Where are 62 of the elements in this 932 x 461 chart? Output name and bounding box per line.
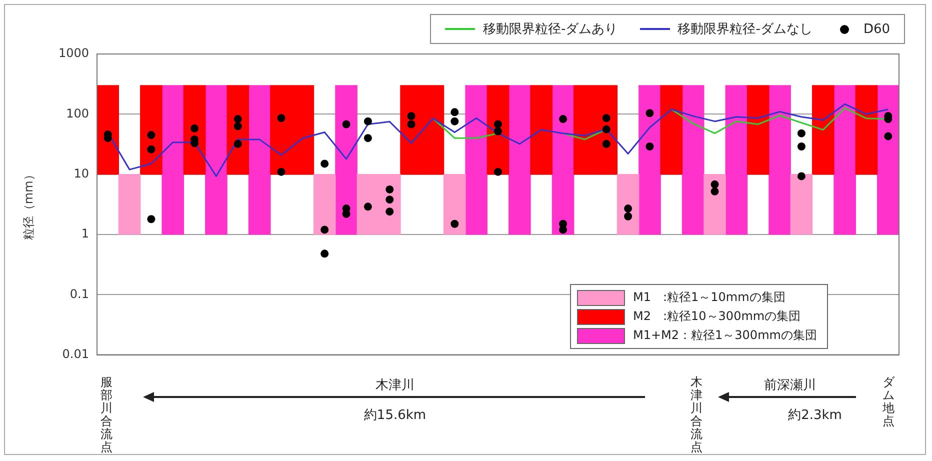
point	[710, 187, 719, 196]
point	[624, 204, 632, 213]
y-tick-label: 1	[81, 226, 89, 241]
point	[234, 122, 242, 130]
point	[147, 131, 156, 140]
point	[494, 127, 502, 136]
point	[364, 202, 372, 211]
point	[559, 220, 568, 228]
point	[147, 215, 156, 224]
point	[602, 114, 610, 122]
point	[494, 168, 502, 176]
point	[710, 180, 719, 188]
point	[450, 108, 459, 116]
y-tick-label: 100	[66, 106, 89, 120]
point	[342, 120, 350, 128]
legend-label: M2 :粒径10～300mmの集団	[633, 308, 801, 325]
legend-label: 移動限界粒径-ダムあり	[483, 21, 618, 38]
text: 約2.3km	[788, 407, 842, 424]
point	[559, 115, 568, 124]
point	[407, 120, 416, 128]
text: ダム地点	[882, 375, 895, 428]
point	[494, 120, 502, 128]
legend-label: D60	[863, 22, 890, 36]
legend-label: M1 :粒径1～10mmの集団	[633, 289, 786, 306]
point	[190, 124, 199, 132]
y-tick-label: 0.01	[62, 346, 89, 361]
point	[386, 196, 394, 204]
y-tick-label: 1000	[58, 46, 89, 60]
point	[797, 129, 806, 138]
point	[364, 117, 372, 126]
point	[386, 208, 394, 216]
point	[646, 142, 654, 150]
point	[234, 115, 242, 124]
point	[320, 250, 329, 258]
y-tick-label: 10	[74, 166, 89, 180]
point	[277, 168, 286, 176]
point	[234, 140, 242, 148]
point	[797, 172, 806, 180]
text: 木津川	[376, 377, 414, 394]
text: 服部川合流点	[100, 375, 113, 454]
text: 約15.6km	[364, 407, 426, 424]
point	[884, 132, 892, 140]
point	[646, 109, 654, 118]
legend-label: 移動限界粒径-ダムなし	[678, 21, 812, 38]
text: 木津川合流点	[690, 375, 703, 454]
point	[602, 125, 610, 134]
point	[277, 114, 286, 122]
point	[386, 185, 394, 194]
point	[364, 134, 372, 142]
y-tick-label: 0.1	[70, 286, 89, 301]
point	[602, 140, 610, 148]
point	[450, 220, 459, 228]
point	[624, 212, 632, 220]
text: 前深瀬川	[764, 377, 816, 394]
point	[147, 145, 156, 154]
point	[797, 142, 806, 150]
point	[320, 160, 329, 168]
legend-label: M1+M2：粒径1～300mmの集団	[633, 327, 817, 344]
point	[320, 226, 329, 234]
point	[407, 112, 416, 120]
point	[450, 117, 459, 126]
y-axis-title: 粒径（mm）	[21, 168, 36, 240]
